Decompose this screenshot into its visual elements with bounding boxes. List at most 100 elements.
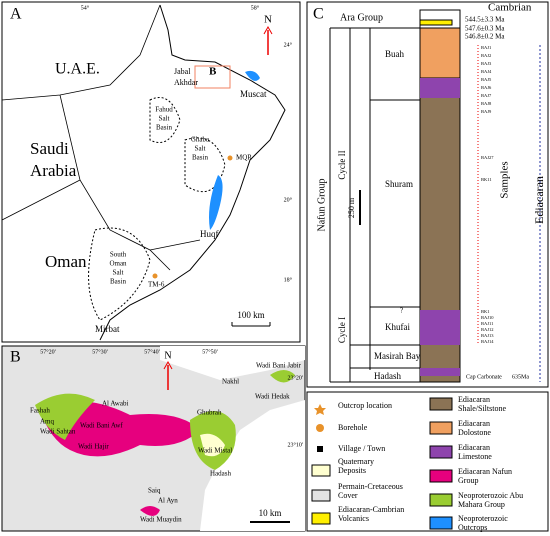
place: Oman xyxy=(109,260,127,268)
nafun-group xyxy=(40,401,200,516)
north-arrow-head xyxy=(263,25,273,35)
legend-label: Ediacaran Nafun Group xyxy=(458,467,512,485)
legend-swatch xyxy=(429,469,453,483)
age: 544.5±3.3 Ma xyxy=(465,16,505,24)
place: Basin xyxy=(192,154,208,162)
legend-label: Neoproterozoic Outcrops xyxy=(458,514,508,532)
cycle: Cycle I xyxy=(337,317,347,343)
legend-swatch xyxy=(311,512,331,525)
north-label: N xyxy=(164,350,171,361)
legend-swatch xyxy=(429,397,453,411)
age: 547.6±0.3 Ma xyxy=(465,25,505,33)
place: Ghaba xyxy=(191,136,210,144)
quaternary xyxy=(200,433,225,457)
coordinate: 57°20' xyxy=(40,348,55,355)
place: Wadi Bani Jabir xyxy=(256,362,302,370)
group: Nafun Group xyxy=(316,178,327,231)
legend-borehole xyxy=(316,424,324,432)
formation: Hadash xyxy=(374,371,401,381)
outcrops xyxy=(209,70,260,230)
cycle: Cycle II xyxy=(337,150,347,179)
coordinate: 20° xyxy=(284,196,293,203)
place: Salt xyxy=(159,115,170,123)
salt-basins xyxy=(88,97,226,321)
area-b-box xyxy=(194,65,231,89)
coastline xyxy=(99,4,286,341)
place: Basin xyxy=(156,124,172,132)
coordinate: 57°40' xyxy=(144,348,159,355)
place: Al Ayn xyxy=(158,497,178,505)
place: South xyxy=(110,251,127,259)
sample-label: BAJ27 xyxy=(481,155,494,160)
legend-village xyxy=(317,446,323,452)
sample-label: BAJ14 xyxy=(481,339,494,344)
sample-label: BAJ4 xyxy=(481,69,492,74)
cap-label: Cap Carbonate xyxy=(466,374,502,380)
place: Huqf xyxy=(200,229,219,239)
borehole xyxy=(152,273,158,279)
place: Akhdar xyxy=(174,78,198,87)
place: U.A.E. xyxy=(55,61,100,78)
sample-label: BK11 xyxy=(481,177,492,182)
place: Basin xyxy=(110,278,126,286)
legend-label: Borehole xyxy=(338,423,368,432)
place: Jabal xyxy=(174,67,191,76)
age: 635Ma xyxy=(512,374,529,380)
place: Wadi Mistal xyxy=(198,447,232,455)
sample-label: BK1 xyxy=(481,309,490,314)
legend-label: Permain-Cretaceous Cover xyxy=(338,482,403,500)
legend-swatch xyxy=(311,489,331,502)
borders xyxy=(1,4,201,271)
sample-label: BAJ13 xyxy=(481,333,494,338)
place: Wadi Hajir xyxy=(78,443,109,451)
place: Wadi Sahtan xyxy=(40,428,76,436)
borehole xyxy=(227,155,233,161)
place: Salt xyxy=(195,145,206,153)
query: ? xyxy=(400,307,403,315)
legend-swatch xyxy=(429,445,453,459)
scale-label: 100 km xyxy=(237,310,264,320)
period: Ediacaran xyxy=(532,176,546,224)
scale-label: 10 km xyxy=(259,508,282,518)
place: Muscat xyxy=(240,89,267,99)
abu-mahara-group xyxy=(35,370,295,470)
legend-label: Neoproterozoic Abu Mahara Group xyxy=(458,491,523,509)
sample-label: BAJ10 xyxy=(481,315,494,320)
north-label: N xyxy=(264,14,272,26)
legend-label: Ediacaran Limestone xyxy=(458,443,492,461)
legend-swatch xyxy=(429,516,453,530)
limestone xyxy=(420,368,460,376)
place: Fahud xyxy=(155,106,173,114)
coordinate: 23°10' xyxy=(288,441,303,448)
sample-label: BAJ7 xyxy=(481,93,492,98)
limestone xyxy=(420,78,460,98)
coordinate: 23°20' xyxy=(288,374,303,381)
legend-frame xyxy=(306,391,549,532)
sample-label: BAJ3 xyxy=(481,61,492,66)
place: Wadi Bani Awf xyxy=(80,422,123,430)
legend-star xyxy=(314,404,326,415)
legend-swatch xyxy=(429,493,453,507)
place: Saiq xyxy=(148,487,161,495)
volcanics xyxy=(419,19,453,26)
panel-label: A xyxy=(10,6,22,23)
formation: Buah xyxy=(385,49,404,59)
place: Wadi Muaydin xyxy=(140,516,182,524)
place: Salt xyxy=(113,269,124,277)
place: TM-6 xyxy=(148,281,165,289)
sea xyxy=(160,346,305,531)
scale-bar xyxy=(231,322,271,327)
sample-label: BAJ11 xyxy=(481,321,493,326)
panel-label: B xyxy=(10,349,21,366)
north-arrow-head xyxy=(163,360,173,370)
place: Al Awabi xyxy=(102,400,128,408)
legend-label: Village / Town xyxy=(338,444,385,453)
sample-label: BAJ9 xyxy=(481,109,492,114)
sample-label: BAJ5 xyxy=(481,77,492,82)
formation: Shuram xyxy=(385,179,413,189)
samples-title: Samples xyxy=(499,161,511,198)
formation: Khufai xyxy=(385,322,410,332)
panel-a-frame xyxy=(1,1,301,343)
sample-label: BAJ8 xyxy=(481,101,492,106)
